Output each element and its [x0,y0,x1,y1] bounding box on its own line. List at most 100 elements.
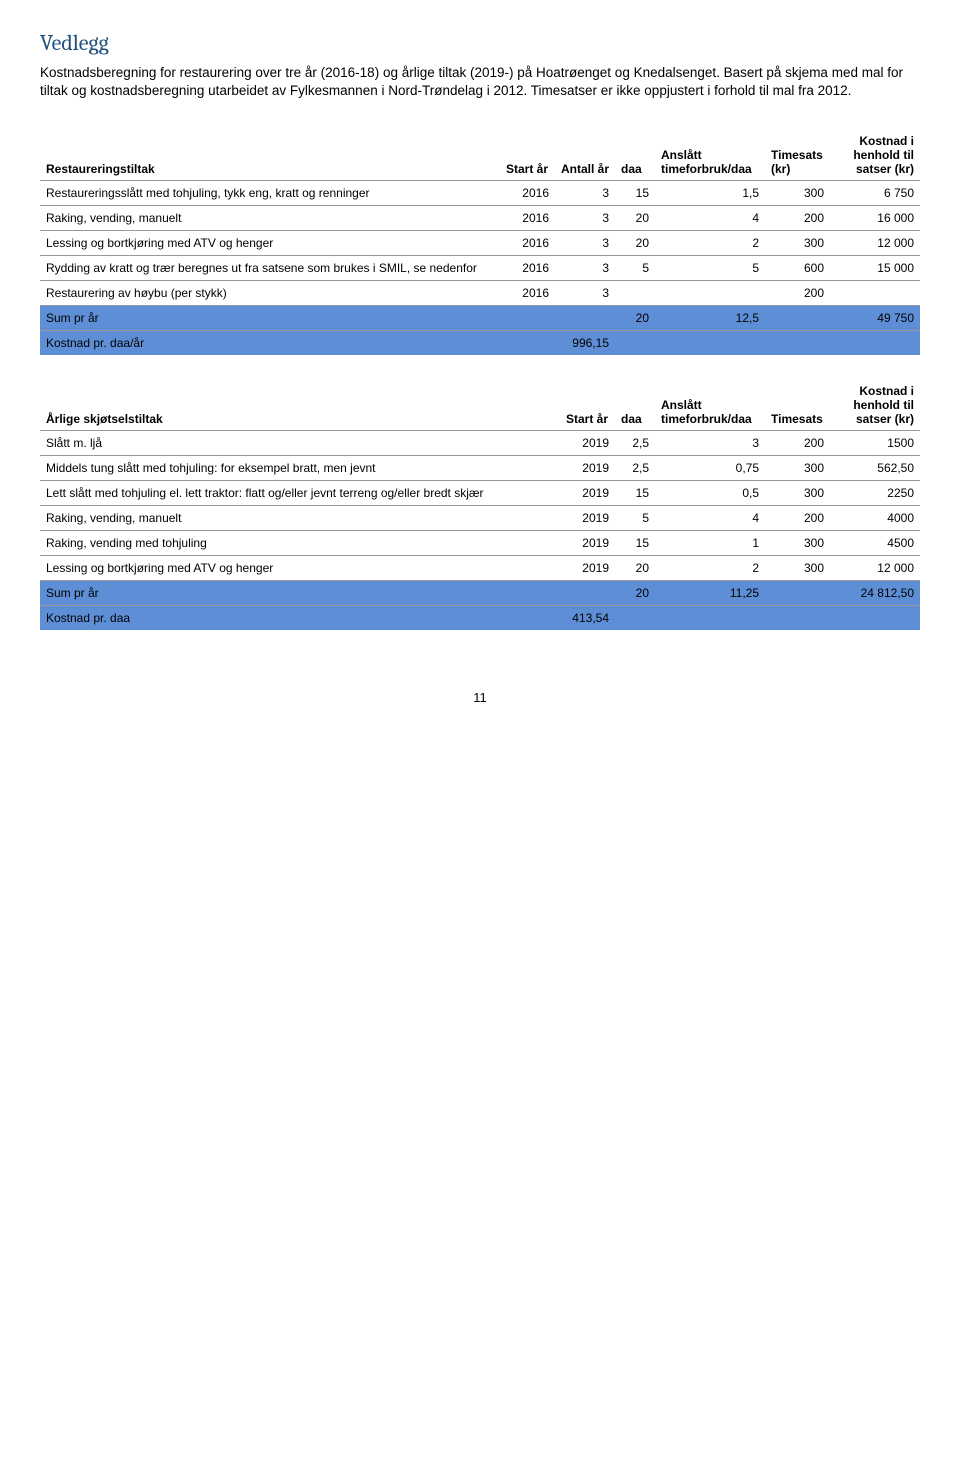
table-row: Lessing og bortkjøring med ATV og henger… [40,231,920,256]
kost-row: Kostnad pr. daa 413,54 [40,606,920,631]
cell [655,331,765,356]
cell [765,306,830,331]
sum-label: Sum pr år [40,581,560,606]
cell: 3 [555,281,615,306]
cell: 49 750 [830,306,920,331]
cell: 1500 [830,431,920,456]
th-sats: Timesats [765,380,830,431]
cell: 3 [555,231,615,256]
kost-row: Kostnad pr. daa/år 996,15 [40,331,920,356]
table-skjotsel: Årlige skjøtselstiltak Start år daa Ansl… [40,380,920,630]
cell [830,281,920,306]
cell: 300 [765,456,830,481]
cell-label: Raking, vending, manuelt [40,206,500,231]
cell: 5 [655,256,765,281]
cell: 20 [615,581,655,606]
cell: 15 [615,481,655,506]
table-row: Restaureringsslått med tohjuling, tykk e… [40,181,920,206]
table-header-row: Restaureringstiltak Start år Antall år d… [40,130,920,181]
sum-row: Sum pr år 20 11,25 24 812,50 [40,581,920,606]
cell: 15 000 [830,256,920,281]
cell [560,581,615,606]
cell [830,331,920,356]
table-row: Lett slått med tohjuling el. lett trakto… [40,481,920,506]
cell: 1,5 [655,181,765,206]
sum-label: Sum pr år [40,306,500,331]
cell: 2019 [560,456,615,481]
cell: 4500 [830,531,920,556]
cell [830,606,920,631]
th-daa: daa [615,380,655,431]
cell: 2016 [500,181,555,206]
cell: 2250 [830,481,920,506]
cell [615,331,655,356]
cell: 12 000 [830,556,920,581]
cell: 300 [765,481,830,506]
cell: 4 [655,506,765,531]
table-row: Raking, vending, manuelt 2016 3 20 4 200… [40,206,920,231]
cell: 2016 [500,281,555,306]
cell-label: Restaurering av høybu (per stykk) [40,281,500,306]
cell: 200 [765,206,830,231]
cell: 6 750 [830,181,920,206]
th-tiltak: Restaureringstiltak [40,130,500,181]
cell-label: Lessing og bortkjøring med ATV og henger [40,231,500,256]
sum-row: Sum pr år 20 12,5 49 750 [40,306,920,331]
cell: 562,50 [830,456,920,481]
kost-label: Kostnad pr. daa/år [40,331,500,356]
intro-paragraph: Kostnadsberegning for restaurering over … [40,64,920,100]
cell [500,306,555,331]
kost-label: Kostnad pr. daa [40,606,560,631]
cell: 300 [765,231,830,256]
table-row: Restaurering av høybu (per stykk) 2016 3… [40,281,920,306]
cell: 200 [765,431,830,456]
cell-label: Raking, vending, manuelt [40,506,560,531]
table-row: Raking, vending med tohjuling 2019 15 1 … [40,531,920,556]
cell: 300 [765,181,830,206]
th-tiltak: Årlige skjøtselstiltak [40,380,560,431]
table-row: Raking, vending, manuelt 2019 5 4 200 40… [40,506,920,531]
table-header-row: Årlige skjøtselstiltak Start år daa Ansl… [40,380,920,431]
cell: 12 000 [830,231,920,256]
page-heading: Vedlegg [40,30,920,56]
table-restaurering: Restaureringstiltak Start år Antall år d… [40,130,920,355]
cell: 0,5 [655,481,765,506]
cell: 300 [765,531,830,556]
cell: 15 [615,531,655,556]
th-time: Anslått timeforbruk/daa [655,130,765,181]
cell [655,281,765,306]
cell-label: Slått m. ljå [40,431,560,456]
cell: 20 [615,306,655,331]
cell: 2,5 [615,431,655,456]
cell-label: Lessing og bortkjøring med ATV og henger [40,556,560,581]
cell: 4 [655,206,765,231]
cell: 2019 [560,556,615,581]
cell: 2019 [560,481,615,506]
cell: 4000 [830,506,920,531]
cell: 996,15 [500,331,615,356]
cell: 2019 [560,531,615,556]
cell: 5 [615,506,655,531]
cell: 2016 [500,256,555,281]
cell [555,306,615,331]
th-kost: Kostnad i henhold til satser (kr) [830,380,920,431]
cell: 3 [555,206,615,231]
cell: 16 000 [830,206,920,231]
cell: 2019 [560,431,615,456]
cell: 3 [655,431,765,456]
cell [615,281,655,306]
cell: 2,5 [615,456,655,481]
th-start: Start år [500,130,555,181]
cell: 2016 [500,231,555,256]
cell: 2019 [560,506,615,531]
cell [765,331,830,356]
cell-label: Raking, vending med tohjuling [40,531,560,556]
cell [655,606,765,631]
cell: 3 [555,256,615,281]
table-row: Slått m. ljå 2019 2,5 3 200 1500 [40,431,920,456]
cell: 600 [765,256,830,281]
th-start: Start år [560,380,615,431]
cell: 20 [615,231,655,256]
cell: 3 [555,181,615,206]
cell: 15 [615,181,655,206]
